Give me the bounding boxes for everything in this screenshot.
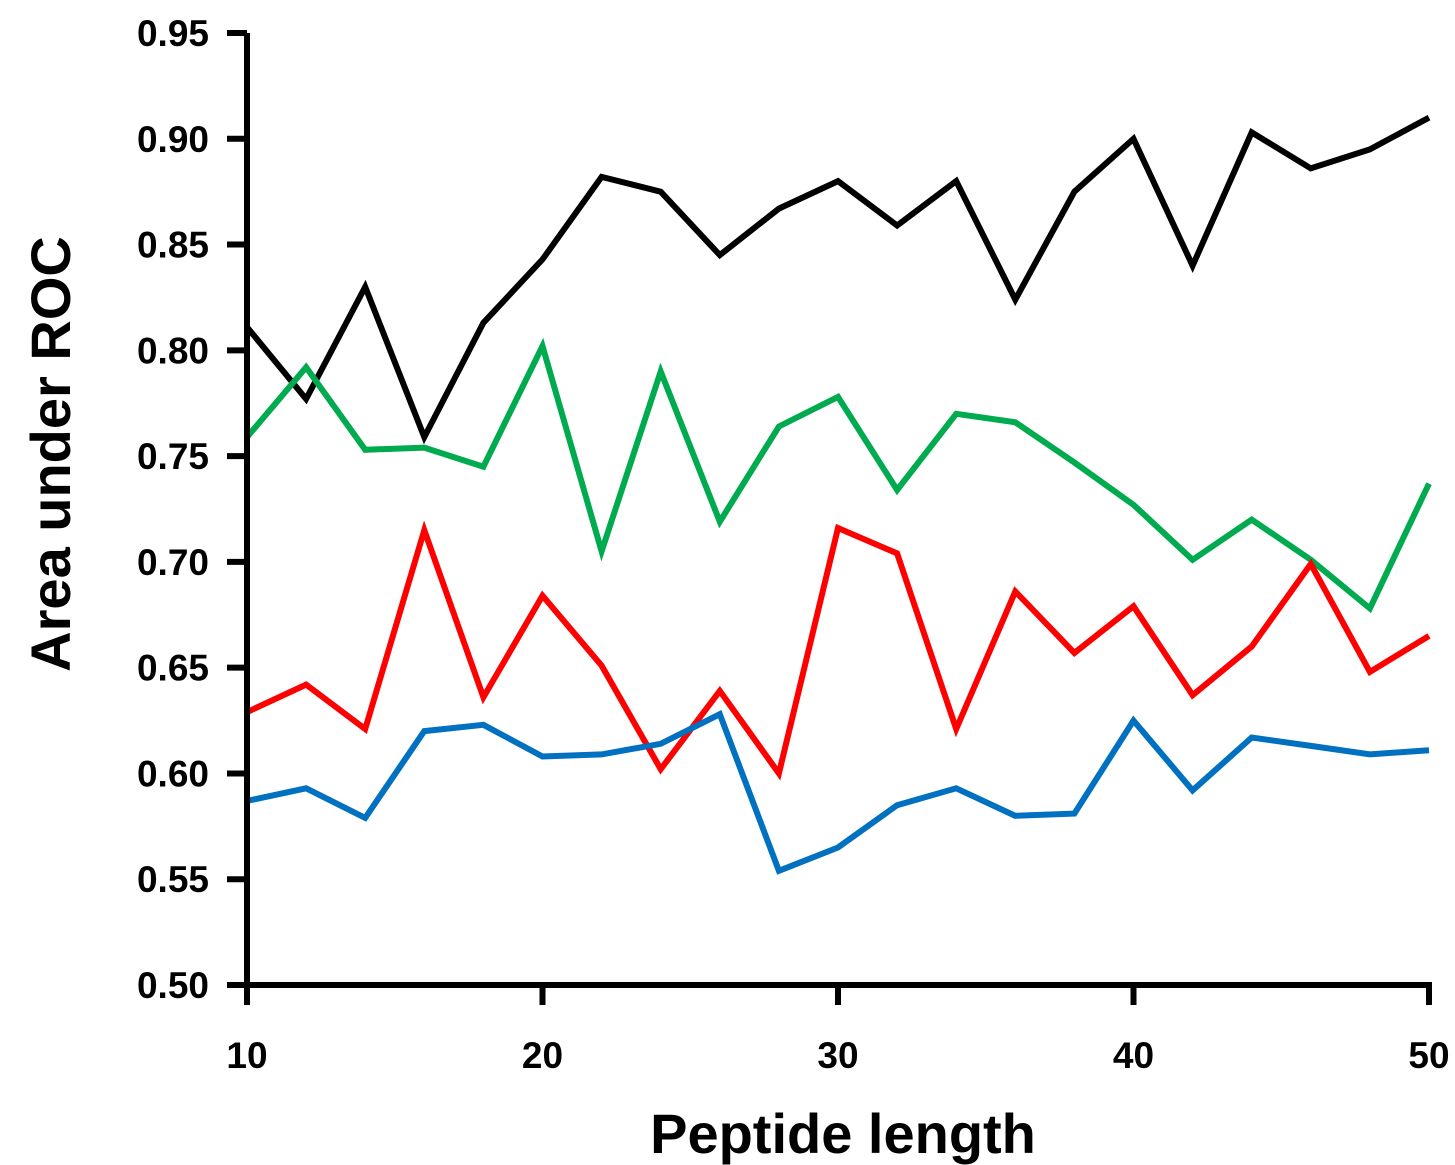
x-tick-label: 50 [1408,1035,1449,1076]
series-line-1 [244,114,1431,445]
y-tick-label: 0.80 [137,330,209,371]
x-tick-label: 20 [522,1035,563,1076]
y-tick-label: 0.75 [137,436,209,477]
x-tick-label: 30 [817,1035,858,1076]
y-tick-label: 0.70 [137,542,209,583]
x-tick-label: 40 [1113,1035,1154,1076]
x-tick-label: 10 [226,1035,267,1076]
y-tick-label: 0.65 [137,648,209,689]
y-axis-title: Area under ROC [19,236,82,672]
y-tick-label: 0.55 [137,859,209,900]
series-line-4 [246,710,1430,875]
y-ticks: 0.50 0.55 0.60 0.65 0.70 0.75 0.80 0.85 0.90 0.95 [137,13,247,1006]
x-axis-title: Peptide length [650,1102,1036,1165]
x-ticks: 10 20 30 40 50 [226,985,1450,1076]
y-tick-label: 0.90 [137,119,209,160]
y-tick-label: 0.60 [137,753,209,794]
series-line-3 [245,520,1431,781]
series-line-2 [244,337,1432,614]
series-layer [244,114,1432,875]
y-tick-label: 0.85 [137,225,209,266]
y-tick-label: 0.50 [137,965,209,1006]
y-tick-label: 0.95 [137,13,209,54]
